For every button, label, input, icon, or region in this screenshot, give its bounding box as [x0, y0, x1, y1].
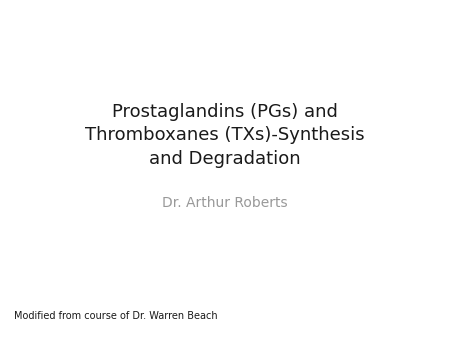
- Text: Dr. Arthur Roberts: Dr. Arthur Roberts: [162, 196, 288, 210]
- Text: Modified from course of Dr. Warren Beach: Modified from course of Dr. Warren Beach: [14, 311, 217, 321]
- Text: Prostaglandins (PGs) and
Thromboxanes (TXs)-Synthesis
and Degradation: Prostaglandins (PGs) and Thromboxanes (T…: [85, 103, 365, 168]
